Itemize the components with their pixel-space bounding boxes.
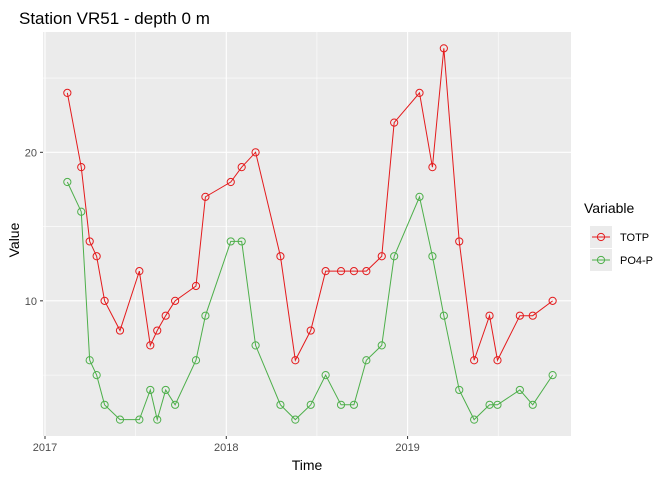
legend-title: Variable <box>584 200 635 216</box>
data-point-totp <box>226 177 235 187</box>
data-point-po4-p <box>455 385 464 395</box>
legend: Variable TOTP PO4-P <box>584 200 653 271</box>
data-point-po4-p <box>146 385 155 395</box>
axis-tick-labels: 2017 2018 2019 10 20 <box>25 147 420 454</box>
data-point-totp <box>115 326 125 335</box>
data-point-po4-p <box>548 371 557 380</box>
major-gridlines <box>43 32 571 436</box>
data-point-totp <box>528 311 537 320</box>
data-point-totp <box>439 44 448 53</box>
data-point-totp <box>306 326 315 335</box>
legend-item-po4-p: PO4-P <box>590 249 653 271</box>
data-point-totp <box>201 192 210 201</box>
data-point-totp <box>291 356 300 365</box>
data-point-po4-p <box>515 385 524 395</box>
data-point-totp <box>377 252 386 261</box>
data-point-po4-p <box>135 415 144 424</box>
data-point-po4-p <box>100 400 109 409</box>
data-point-totp <box>153 326 162 335</box>
data-point-totp <box>191 281 201 291</box>
legend-label: PO4-P <box>620 255 653 267</box>
minor-gridlines <box>43 32 571 436</box>
data-point-po4-p <box>306 400 315 409</box>
data-point-po4-p <box>77 207 86 216</box>
data-point-po4-p <box>201 311 210 320</box>
data-point-totp <box>349 267 359 276</box>
data-point-totp <box>455 237 464 246</box>
data-point-totp <box>146 341 155 350</box>
chart-title: Station VR51 - depth 0 m <box>19 9 210 28</box>
data-point-po4-p <box>528 400 537 409</box>
legend-key-marker <box>596 232 606 242</box>
data-point-po4-p <box>362 356 371 365</box>
data-point-totp <box>92 252 101 261</box>
y-axis-title: Value <box>6 222 22 257</box>
data-point-totp <box>251 148 260 157</box>
data-point-po4-p <box>115 415 125 424</box>
data-point-totp <box>237 163 246 172</box>
series-layer <box>63 44 557 424</box>
data-point-po4-p <box>85 356 94 365</box>
y-tick-label: 10 <box>25 296 37 308</box>
data-point-po4-p <box>336 400 346 409</box>
data-point-totp <box>100 296 109 305</box>
data-point-po4-p <box>63 177 72 187</box>
data-point-totp <box>415 88 424 97</box>
data-point-totp <box>161 311 170 320</box>
data-point-po4-p <box>171 400 180 409</box>
data-point-po4-p <box>291 415 300 424</box>
data-point-totp <box>493 356 502 365</box>
data-point-totp <box>276 252 285 261</box>
data-point-po4-p <box>321 371 330 380</box>
data-point-po4-p <box>470 415 479 424</box>
data-point-po4-p <box>251 341 260 350</box>
data-point-po4-p <box>226 237 235 246</box>
data-point-po4-p <box>237 237 246 246</box>
series-po4-p <box>63 177 557 424</box>
data-point-totp <box>470 356 479 365</box>
data-point-po4-p <box>439 311 448 320</box>
data-point-totp <box>321 267 330 276</box>
x-axis-title: Time <box>292 457 323 473</box>
data-point-po4-p <box>153 415 162 424</box>
data-point-po4-p <box>92 371 101 380</box>
data-point-totp <box>85 237 94 246</box>
legend-items: TOTP PO4-P <box>590 226 653 271</box>
data-point-po4-p <box>415 192 424 201</box>
data-point-totp <box>548 296 557 305</box>
data-point-totp <box>171 296 180 305</box>
data-point-totp <box>336 267 346 276</box>
legend-key-marker <box>596 255 606 265</box>
data-point-po4-p <box>377 341 386 350</box>
data-point-po4-p <box>349 400 359 409</box>
data-point-totp <box>77 163 86 172</box>
data-point-po4-p <box>191 356 201 365</box>
plot-panel <box>43 32 571 436</box>
series-line-totp <box>66 48 553 362</box>
data-point-totp <box>515 311 524 320</box>
x-tick-label: 2018 <box>214 442 238 454</box>
axis-ticks <box>40 151 409 439</box>
series-totp <box>63 44 557 365</box>
data-point-po4-p <box>485 400 494 409</box>
y-tick-label: 20 <box>25 147 37 159</box>
legend-item-totp: TOTP <box>590 226 649 248</box>
data-point-po4-p <box>276 400 285 409</box>
x-tick-label: 2017 <box>33 442 57 454</box>
series-line-po4-p <box>66 181 554 422</box>
x-tick-label: 2019 <box>395 442 419 454</box>
data-point-po4-p <box>493 400 502 409</box>
data-point-totp <box>428 163 437 172</box>
data-point-po4-p <box>390 252 399 261</box>
data-point-totp <box>362 267 371 276</box>
data-point-po4-p <box>428 252 437 261</box>
data-point-totp <box>63 88 72 97</box>
data-point-totp <box>485 311 494 320</box>
data-point-totp <box>390 118 399 127</box>
data-point-totp <box>135 267 144 276</box>
data-point-po4-p <box>161 385 170 395</box>
legend-label: TOTP <box>620 232 649 244</box>
